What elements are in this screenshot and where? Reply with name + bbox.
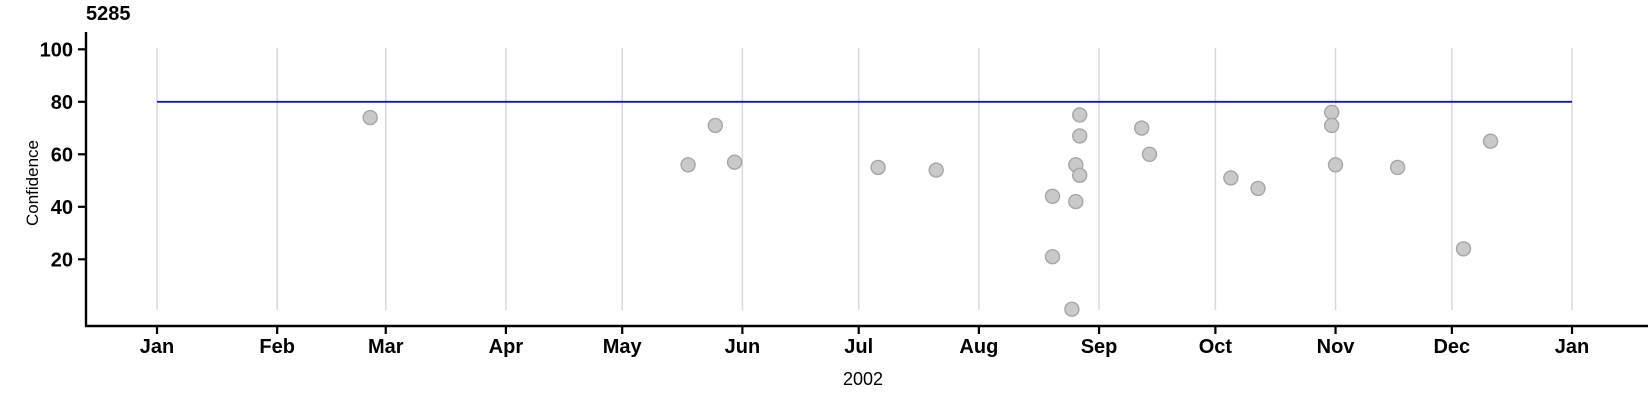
y-tick-label: 20 [51, 249, 73, 271]
x-tick-label: Apr [489, 336, 524, 358]
data-point [1044, 188, 1061, 205]
data-point [870, 159, 886, 176]
data-point [1068, 193, 1084, 210]
data-point [1071, 107, 1088, 123]
x-tick-label: Dec [1433, 336, 1470, 358]
x-tick-label: Oct [1199, 336, 1233, 358]
data-point [1223, 170, 1239, 186]
data-point [1455, 241, 1472, 257]
data-point [1044, 249, 1061, 265]
axes-group [78, 32, 1648, 334]
x-tick-label: Aug [959, 336, 998, 358]
x-tick-labels-group: Jan Feb Mar Apr May Jun Jul Aug Sep Oct Nov Dec Jan [140, 336, 1590, 358]
x-tick-label: Nov [1317, 336, 1356, 358]
y-tick-labels-group: 100 80 60 40 20 [40, 39, 73, 271]
x-tick-label: Jan [140, 336, 174, 358]
data-point [726, 154, 743, 170]
x-tick-label: Jun [725, 336, 761, 358]
y-tick-label: 40 [51, 197, 73, 219]
data-point [1071, 128, 1088, 144]
y-tick-label: 80 [51, 92, 73, 114]
x-tick-label: Sep [1081, 336, 1118, 358]
data-point [1141, 146, 1158, 163]
data-point [1323, 117, 1340, 134]
x-tick-label: Feb [259, 336, 295, 358]
data-point [1071, 167, 1088, 184]
data-point [707, 117, 723, 134]
data-point [680, 157, 696, 173]
data-point [1327, 157, 1344, 173]
data-point [362, 109, 378, 126]
data-point [928, 162, 944, 178]
x-tick-label: Jul [844, 336, 873, 358]
data-point [1250, 180, 1266, 197]
data-point [1482, 133, 1499, 149]
data-points-group [362, 104, 1499, 317]
x-tick-label: Jan [1555, 336, 1589, 358]
x-tick-label: Mar [368, 336, 404, 358]
data-point [1133, 120, 1150, 136]
data-point [1389, 159, 1406, 176]
y-tick-label: 60 [51, 144, 73, 166]
x-axis-title: 2002 [842, 369, 884, 389]
data-point [1323, 104, 1340, 121]
y-tick-label: 100 [40, 39, 73, 61]
chart-title: 5285 [86, 3, 131, 25]
x-tick-label: May [603, 336, 643, 358]
month-gridlines [156, 48, 1573, 310]
data-point [1064, 301, 1080, 317]
